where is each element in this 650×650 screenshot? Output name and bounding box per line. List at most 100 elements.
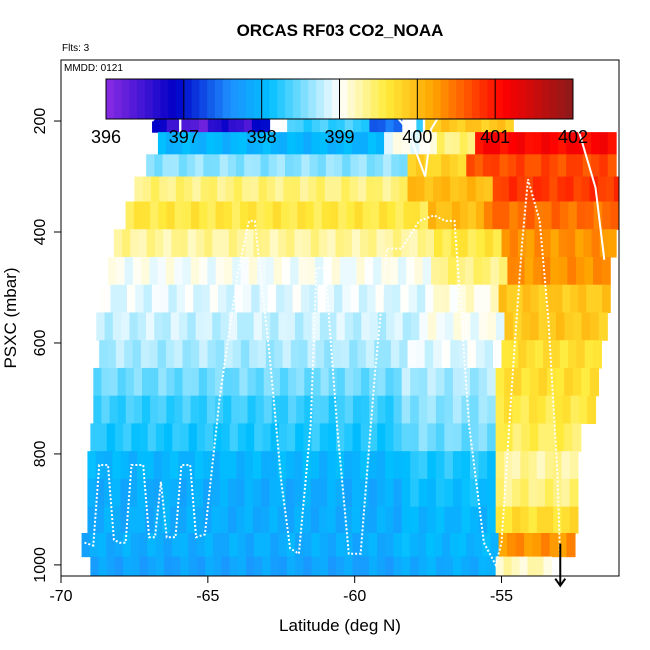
heatmap-cell	[262, 533, 271, 558]
heatmap-cell	[393, 367, 403, 397]
heatmap-cell	[343, 506, 353, 534]
heatmap-cell	[436, 132, 446, 155]
heatmap-cell	[339, 256, 349, 286]
heatmap-cell	[327, 451, 337, 480]
heatmap-cell	[278, 229, 287, 258]
heatmap-cell	[377, 423, 386, 452]
heatmap-cell	[467, 340, 477, 369]
heatmap-cell	[252, 478, 262, 508]
heatmap-cell	[450, 229, 460, 258]
heatmap-cell	[484, 176, 494, 203]
heatmap-cell	[271, 395, 281, 425]
heatmap-cell	[441, 108, 450, 133]
heatmap-cell	[290, 256, 300, 286]
heatmap-cell	[90, 423, 100, 452]
heatmap-cell	[245, 229, 254, 258]
heatmap-cell	[572, 423, 582, 452]
colorbar-swatch	[238, 79, 247, 119]
heatmap-cell	[261, 451, 270, 480]
heatmap-cell	[288, 395, 297, 425]
heatmap-cell	[124, 256, 134, 286]
heatmap-cell	[352, 367, 362, 397]
heatmap-cell	[153, 451, 163, 480]
heatmap-cell	[350, 154, 360, 178]
heatmap-cell	[175, 176, 185, 203]
heatmap-cell	[343, 229, 353, 258]
heatmap-cell	[250, 176, 260, 203]
heatmap-cell	[219, 154, 229, 178]
heatmap-cell	[444, 132, 453, 155]
heatmap-cell	[302, 229, 312, 258]
heatmap-cell	[544, 506, 554, 534]
heatmap-cell	[563, 423, 573, 452]
heatmap-cell	[159, 108, 168, 133]
heatmap-cell	[352, 506, 361, 534]
heatmap-cell	[374, 176, 384, 203]
heatmap-cell	[607, 154, 617, 178]
colorbar-swatch	[191, 79, 200, 119]
heatmap-cell	[518, 340, 528, 369]
heatmap-cell	[245, 312, 255, 341]
heatmap-cell	[318, 478, 328, 508]
colorbar-swatch	[417, 79, 426, 119]
heatmap-cell	[383, 154, 392, 178]
heatmap-cell	[194, 451, 204, 480]
heatmap-cell	[459, 132, 469, 155]
heatmap-cell	[393, 506, 403, 534]
heatmap-cell	[557, 176, 567, 203]
heatmap-cell	[499, 154, 509, 178]
heatmap-cell	[478, 395, 488, 425]
heatmap-cell	[205, 423, 214, 452]
heatmap-cell	[452, 556, 463, 576]
heatmap-cell	[266, 176, 276, 203]
heatmap-cell	[101, 395, 111, 425]
heatmap-cell	[376, 478, 386, 508]
heatmap-cell	[427, 395, 437, 425]
heatmap-cell	[114, 533, 124, 558]
heatmap-cell	[543, 556, 553, 576]
x-tick-label: -70	[49, 588, 72, 605]
heatmap-cell	[475, 176, 485, 203]
heatmap-cell	[336, 108, 346, 133]
colorbar-swatch	[448, 79, 457, 119]
heatmap-cell	[211, 154, 221, 178]
heatmap-cell	[544, 478, 554, 508]
heatmap-cell	[199, 201, 208, 230]
heatmap-cell	[190, 395, 200, 425]
colorbar-swatch	[113, 79, 123, 119]
heatmap-cell	[385, 423, 395, 452]
heatmap-cell	[231, 395, 240, 425]
heatmap-cell	[591, 132, 601, 155]
heatmap-cell	[350, 284, 360, 314]
heatmap-cell	[312, 395, 322, 425]
heatmap-cell	[98, 423, 108, 452]
heatmap-cell	[296, 395, 305, 425]
heatmap-cell	[376, 451, 386, 480]
heatmap-cell	[360, 556, 370, 576]
heatmap-cell	[321, 201, 331, 230]
heatmap-cell	[581, 367, 591, 397]
heatmap-cell	[133, 201, 143, 230]
heatmap-cell	[303, 556, 313, 576]
heatmap-cell	[124, 340, 134, 369]
heatmap-cell	[211, 478, 221, 508]
heatmap-cell	[236, 154, 245, 178]
heatmap-cell	[392, 284, 401, 314]
heatmap-cell	[507, 533, 517, 558]
heatmap-cell	[389, 256, 399, 286]
heatmap-cell	[327, 556, 337, 576]
heatmap-cell	[393, 556, 403, 576]
heatmap-cell	[516, 132, 526, 155]
heatmap-cell	[133, 367, 143, 397]
heatmap-cell	[120, 451, 130, 480]
heatmap-cell	[217, 176, 227, 203]
heatmap-cell	[487, 395, 497, 425]
x-tick-label: -65	[196, 588, 219, 605]
heatmap-cell	[474, 284, 483, 314]
heatmap-cell	[114, 423, 124, 452]
heatmap-cell	[572, 367, 582, 397]
heatmap-cell	[517, 201, 527, 230]
heatmap-cell	[245, 533, 255, 558]
heatmap-cell	[171, 533, 181, 558]
heatmap-cell	[336, 395, 346, 425]
